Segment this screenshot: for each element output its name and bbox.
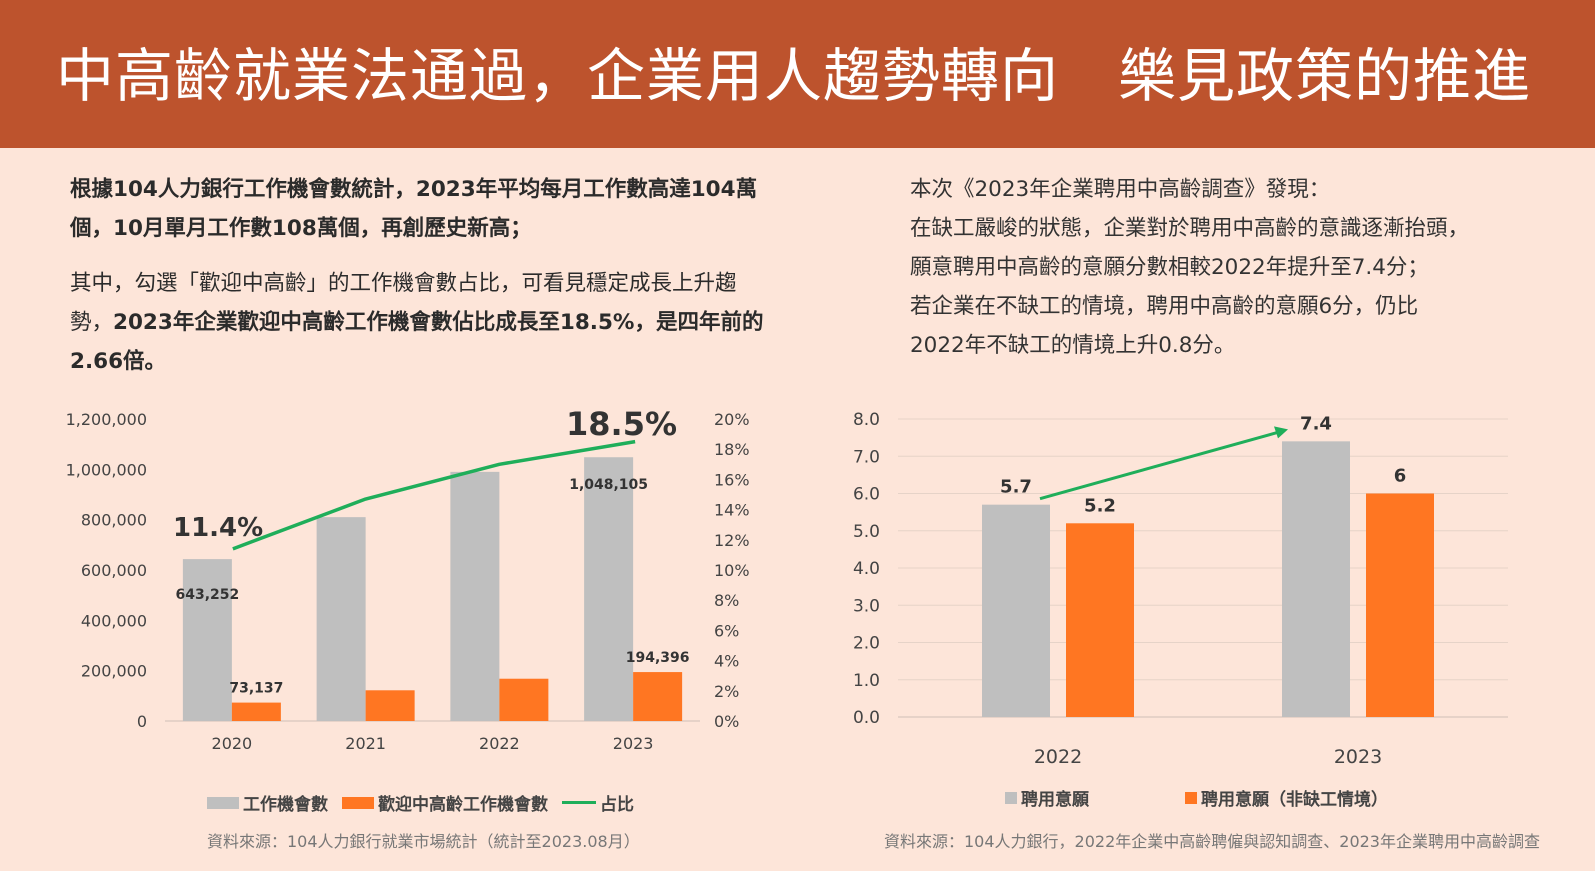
legend-swatch-orange xyxy=(1185,791,1197,804)
y-tick-label: 3.0 xyxy=(853,596,880,616)
y2-tick-label: 6% xyxy=(714,621,739,640)
bar-senior-jobs xyxy=(633,672,683,721)
y-tick-label: 1.0 xyxy=(853,671,880,691)
y2-tick-label: 18% xyxy=(714,440,750,459)
left-paragraph-2-bold: 2023年企業歡迎中高齡工作機會數佔比成長至18.5%，是四年前的2.66倍。 xyxy=(70,310,764,374)
ratio-callout-2020: 11.4% xyxy=(173,513,263,543)
ratio-callout-2023: 18.5% xyxy=(566,405,677,443)
y2-tick-label: 16% xyxy=(714,470,750,489)
bar-label-willingness-no-shortage: 5.2 xyxy=(1084,495,1116,516)
bar-label-willingness: 5.7 xyxy=(1000,477,1032,498)
trend-arrow-head xyxy=(1274,426,1288,439)
y2-tick-label: 8% xyxy=(714,591,739,610)
bar-job-count xyxy=(450,471,500,721)
bar-senior-jobs xyxy=(231,702,281,721)
right-chart-legend: 聘用意願 聘用意願（非缺工情境） xyxy=(1005,785,1402,810)
bar-label-job-count: 643,252 xyxy=(175,587,239,603)
left-paragraph-2-normal: 其中，勾選「歡迎中高齡」的工作機會數占比，可看見穩定成長上升趨勢， xyxy=(70,271,737,335)
right-source-note: 資料來源：104人力銀行，2022年企業中高齡聘僱與認知調查、2023年企業聘用… xyxy=(884,832,1540,851)
y-tick-label: 5.0 xyxy=(853,522,880,542)
right-description: 本次《2023年企業聘用中高齡調查》發現： 在缺工嚴峻的狀態，企業對於聘用中高齡… xyxy=(910,170,1580,365)
legend-label-senior-jobs: 歡迎中高齡工作機會數 xyxy=(378,795,548,815)
bar-label-job-count: 1,048,105 xyxy=(569,477,648,493)
x-tick-label: 2023 xyxy=(1334,746,1382,768)
right-line-4: 若企業在不缺工的情境，聘用中高齡的意願6分，仍比 xyxy=(910,294,1419,319)
legend-item-willingness-no-shortage: 聘用意願（非缺工情境） xyxy=(1185,785,1388,810)
bar-job-count xyxy=(584,457,634,721)
bar-label-willingness-no-shortage: 6 xyxy=(1394,466,1407,487)
y2-tick-label: 10% xyxy=(714,561,750,580)
y-tick-label: 400,000 xyxy=(81,611,147,630)
y2-tick-label: 20% xyxy=(714,410,750,429)
y2-tick-label: 4% xyxy=(714,652,739,671)
y-tick-label: 2.0 xyxy=(853,634,880,654)
x-tick-label: 2022 xyxy=(479,734,520,753)
x-tick-label: 2020 xyxy=(212,734,253,753)
left-chart-legend: 工作機會數 歡迎中高齡工作機會數 占比 xyxy=(207,790,648,815)
bar-willingness xyxy=(982,504,1050,717)
left-paragraph-1: 根據104人力銀行工作機會數統計，2023年平均每月工作數高達104萬個，10月… xyxy=(70,177,758,241)
bar-label-willingness: 7.4 xyxy=(1300,413,1332,434)
trend-arrow-line xyxy=(1039,430,1279,501)
y-tick-label: 600,000 xyxy=(81,561,147,580)
bar-senior-jobs xyxy=(499,678,549,721)
y-tick-label: 8.0 xyxy=(853,410,880,430)
legend-label-willingness-no-shortage: 聘用意願（非缺工情境） xyxy=(1201,790,1388,810)
legend-item-senior-jobs: 歡迎中高齡工作機會數 xyxy=(342,790,548,815)
y-tick-label: 4.0 xyxy=(853,559,880,579)
legend-label-ratio: 占比 xyxy=(600,795,634,815)
bar-senior-jobs xyxy=(365,690,415,721)
y2-tick-label: 0% xyxy=(714,712,739,731)
y-tick-label: 1,200,000 xyxy=(66,410,147,429)
right-line-3: 願意聘用中高齡的意願分數相較2022年提升至7.4分； xyxy=(910,255,1429,280)
legend-item-job-count: 工作機會數 xyxy=(207,790,328,815)
left-paragraph-2: 其中，勾選「歡迎中高齡」的工作機會數占比，可看見穩定成長上升趨勢，2023年企業… xyxy=(70,264,770,381)
legend-item-willingness: 聘用意願 xyxy=(1005,785,1089,810)
x-tick-label: 2021 xyxy=(345,734,386,753)
y-tick-label: 800,000 xyxy=(81,511,147,530)
left-description: 根據104人力銀行工作機會數統計，2023年平均每月工作數高達104萬個，10月… xyxy=(70,170,770,381)
y2-tick-label: 14% xyxy=(714,501,750,520)
ratio-line xyxy=(232,439,636,551)
legend-item-ratio: 占比 xyxy=(562,790,634,815)
x-tick-label: 2022 xyxy=(1034,746,1082,768)
y-tick-label: 7.0 xyxy=(853,447,880,467)
y-tick-label: 0 xyxy=(137,712,147,731)
legend-swatch-gray xyxy=(1005,791,1017,804)
y-tick-label: 1,000,000 xyxy=(66,460,147,479)
bar-label-senior-jobs: 194,396 xyxy=(626,650,690,666)
legend-swatch-green-line xyxy=(562,801,596,804)
right-line-2: 在缺工嚴峻的狀態，企業對於聘用中高齡的意識逐漸抬頭， xyxy=(910,216,1470,241)
y-tick-label: 0.0 xyxy=(853,708,880,728)
legend-label-job-count: 工作機會數 xyxy=(243,795,328,815)
left-source-note: 資料來源：104人力銀行就業市場統計（統計至2023.08月） xyxy=(207,832,640,851)
y-tick-label: 6.0 xyxy=(853,485,880,505)
bar-willingness-no-shortage xyxy=(1066,523,1134,717)
legend-swatch-gray xyxy=(207,796,239,809)
header-banner: 中高齡就業法通過，企業用人趨勢轉向 樂見政策的推進 xyxy=(0,0,1595,148)
bar-job-count xyxy=(182,559,232,721)
legend-label-willingness: 聘用意願 xyxy=(1021,790,1089,810)
y2-tick-label: 12% xyxy=(714,531,750,550)
page-title: 中高齡就業法通過，企業用人趨勢轉向 樂見政策的推進 xyxy=(56,42,1532,110)
x-tick-label: 2023 xyxy=(613,734,654,753)
bar-willingness xyxy=(1282,441,1350,717)
legend-swatch-orange xyxy=(342,796,374,809)
y-tick-label: 200,000 xyxy=(81,662,147,681)
bar-label-senior-jobs: 73,137 xyxy=(229,681,283,697)
right-line-1: 本次《2023年企業聘用中高齡調查》發現： xyxy=(910,177,1331,202)
bar-job-count xyxy=(316,517,366,721)
bar-willingness-no-shortage xyxy=(1366,493,1434,717)
y2-tick-label: 2% xyxy=(714,682,739,701)
right-line-5: 2022年不缺工的情境上升0.8分。 xyxy=(910,333,1236,358)
